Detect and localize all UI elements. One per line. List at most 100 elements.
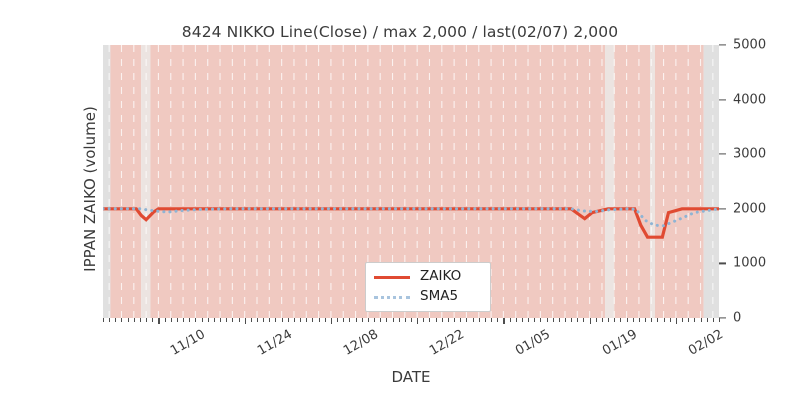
x-tick-minor — [528, 318, 530, 322]
x-tick-minor — [380, 318, 382, 322]
x-tick-minor — [638, 318, 640, 322]
y-tick-mark — [719, 262, 726, 264]
background-band — [614, 45, 651, 318]
y-tick-mark — [719, 99, 726, 101]
x-tick-minor — [300, 318, 302, 322]
legend-item-zaiko: ZAIKO — [374, 267, 486, 287]
x-tick-minor — [460, 318, 462, 322]
legend-swatch-zaiko — [374, 276, 410, 279]
x-tick-label: 11/24 — [254, 327, 295, 359]
x-tick-minor — [257, 318, 258, 322]
x-tick-minor — [540, 318, 542, 322]
x-tick-minor — [250, 318, 252, 322]
x-tick-label: 01/19 — [599, 327, 640, 359]
x-tick-minor — [324, 318, 326, 322]
x-tick-minor — [478, 318, 480, 322]
x-tick-minor — [454, 318, 456, 322]
x-tick-minor — [423, 318, 425, 322]
x-tick-minor — [688, 318, 690, 322]
background-band — [605, 45, 615, 318]
x-tick-label: 02/02 — [685, 327, 726, 359]
x-tick-major — [417, 318, 419, 324]
x-tick-minor — [700, 318, 702, 322]
x-tick-label: 11/10 — [168, 327, 209, 359]
x-tick-minor — [318, 318, 320, 322]
series-zaiko — [103, 207, 719, 239]
x-tick-minor — [374, 318, 376, 322]
x-tick-major — [503, 318, 505, 324]
y-axis-label: IPPAN ZAIKO (volume) — [81, 106, 99, 272]
y-tick-mark — [719, 153, 726, 155]
x-tick-minor — [546, 318, 548, 322]
y-tick-mark — [719, 317, 726, 319]
x-tick-label: 01/05 — [513, 327, 554, 359]
x-tick-minor — [115, 318, 117, 322]
x-tick-major — [158, 318, 160, 324]
x-tick-minor — [466, 318, 468, 322]
x-tick-minor — [614, 318, 616, 322]
series-sma5 — [103, 207, 719, 228]
x-tick-minor — [441, 318, 443, 322]
x-tick-minor — [170, 318, 172, 322]
x-tick-minor — [515, 318, 517, 322]
x-tick-minor — [349, 318, 351, 322]
x-tick-minor — [232, 318, 234, 322]
x-tick-minor — [392, 318, 394, 322]
background-band — [650, 45, 655, 318]
y-tick-mark — [719, 44, 726, 46]
y-tick-mark — [719, 208, 726, 210]
x-tick-minor — [312, 318, 314, 322]
background-band — [110, 45, 142, 318]
x-tick-minor — [275, 318, 277, 322]
x-tick-minor — [287, 318, 289, 322]
x-axis-ticks: 11/10 11/24 12/08 12/22 01/05 01/19 02/02 — [103, 318, 726, 378]
x-tick-label: 12/08 — [340, 327, 381, 359]
y-tick-label: 0 — [733, 310, 742, 326]
x-tick-minor — [103, 318, 104, 322]
x-tick-minor — [293, 318, 295, 322]
background-bands — [103, 45, 719, 318]
y-axis-ticks: 0 1000 2000 3000 4000 5000 — [719, 38, 799, 326]
background-band — [141, 45, 151, 318]
x-tick-minor — [577, 318, 579, 322]
x-tick-major — [675, 318, 678, 324]
x-tick-minor — [195, 318, 197, 322]
x-tick-minor — [109, 318, 111, 322]
x-tick-minor — [220, 318, 222, 322]
x-tick-minor — [651, 318, 653, 322]
x-tick-minor — [583, 318, 585, 322]
y-tick-label: 2000 — [733, 201, 767, 217]
x-tick-minor — [620, 318, 622, 322]
x-tick-minor — [404, 318, 406, 322]
x-tick-minor — [565, 318, 566, 322]
x-tick-minor — [121, 318, 123, 322]
x-tick-minor — [398, 318, 400, 322]
x-tick-major — [330, 318, 333, 324]
x-tick-minor — [663, 318, 665, 322]
x-tick-minor — [484, 318, 486, 322]
x-tick-minor — [386, 318, 388, 322]
x-tick-minor — [595, 318, 597, 322]
x-tick-minor — [306, 318, 308, 322]
x-tick-minor — [669, 318, 671, 322]
legend-label-zaiko: ZAIKO — [420, 268, 462, 284]
x-tick-minor — [447, 318, 449, 322]
plot-canvas — [103, 45, 719, 318]
x-tick-minor — [608, 318, 610, 322]
x-tick-minor — [411, 318, 412, 322]
chart-title: 8424 NIKKO Line(Close) / max 2,000 / las… — [181, 23, 619, 41]
x-tick-minor — [164, 318, 166, 322]
x-tick-minor — [626, 318, 628, 322]
x-tick-minor — [139, 318, 141, 322]
x-tick-minor — [719, 318, 720, 322]
y-tick-label: 4000 — [733, 92, 767, 108]
series-lines — [103, 207, 719, 239]
x-tick-minor — [571, 318, 573, 322]
x-tick-minor — [558, 318, 560, 322]
x-tick-minor — [183, 318, 185, 322]
x-tick-minor — [429, 318, 431, 322]
x-tick-minor — [657, 318, 659, 322]
x-tick-minor — [146, 318, 148, 322]
chart-legend[interactable]: ZAIKO SMA5 — [365, 262, 491, 312]
x-tick-minor — [343, 318, 345, 322]
